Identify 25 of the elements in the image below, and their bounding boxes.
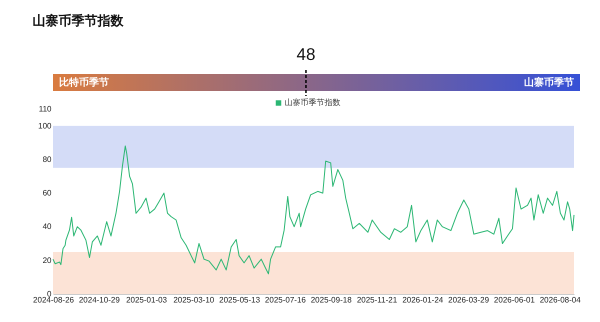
x-tick-label: 2025-01-03 xyxy=(126,296,168,304)
y-tick-label: 80 xyxy=(42,154,52,164)
text: 山寨币季节 xyxy=(524,76,574,88)
x-tick-label: 2025-05-13 xyxy=(219,296,261,304)
y-tick-label: 0 xyxy=(47,290,52,298)
x-tick-label: 2025-07-16 xyxy=(264,296,306,304)
x-tick-label: 2025-11-21 xyxy=(356,296,398,304)
y-tick-label: 100 xyxy=(38,121,52,130)
x-tick-label: 2024-10-29 xyxy=(78,296,120,304)
text: 山寨币季节指数 xyxy=(32,13,125,28)
text: 比特币季节 xyxy=(59,76,109,88)
x-tick-label: 2024-08-26 xyxy=(33,296,75,304)
x-tick-label: 2026-03-29 xyxy=(448,296,490,304)
x-tick-label: 2026-06-01 xyxy=(494,296,536,304)
x-tick-label: 2026-01-24 xyxy=(402,296,444,304)
data-label: 48 xyxy=(296,45,316,64)
legend-label: 山寨币季节指数 xyxy=(284,98,340,107)
x-tick-label: 2025-03-10 xyxy=(173,296,215,304)
x-tick-label: 2025-09-18 xyxy=(310,296,352,304)
y-tick-label: 20 xyxy=(42,256,52,265)
y-tick-label: 40 xyxy=(42,222,52,232)
y-tick-label: 110 xyxy=(38,104,52,114)
line-series xyxy=(52,146,574,274)
x-tick-label: 2026-08-04 xyxy=(540,296,582,304)
y-tick-label: 60 xyxy=(42,188,52,198)
